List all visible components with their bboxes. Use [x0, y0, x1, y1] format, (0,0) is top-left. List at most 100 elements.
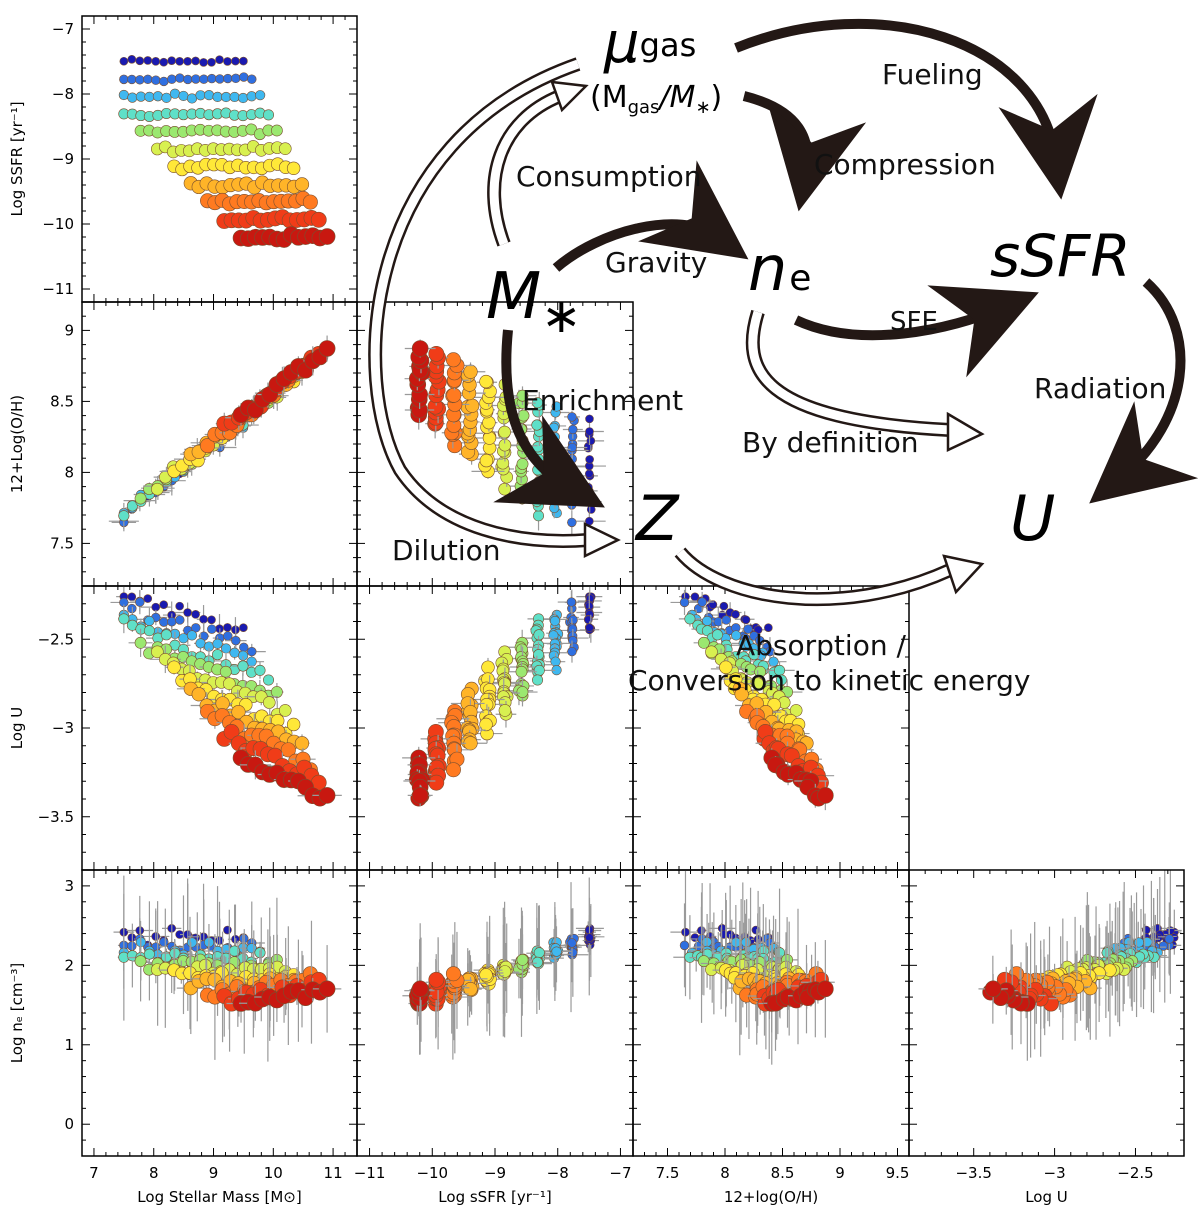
data-point [479, 374, 493, 389]
data-point [1133, 937, 1145, 948]
data-point [549, 615, 561, 627]
label-gravity: Gravity [605, 246, 707, 279]
data-point [584, 469, 594, 479]
data-point [175, 57, 184, 66]
data-point [239, 72, 249, 82]
data-point [169, 88, 181, 99]
node-metallicity: Z [634, 482, 680, 555]
data-point [200, 438, 216, 454]
data-point [151, 482, 164, 496]
data-point [255, 90, 266, 101]
data-point [175, 615, 185, 625]
data-point [178, 90, 189, 102]
data-point [134, 955, 147, 968]
data-point [731, 630, 742, 641]
data-point [186, 630, 198, 641]
data-point [764, 623, 773, 632]
data-point [207, 624, 217, 634]
data-point [126, 500, 138, 512]
data-point [151, 645, 164, 659]
data-point [160, 629, 172, 641]
data-point [219, 665, 232, 678]
data-point [731, 610, 740, 619]
y-tick-label: −9 [52, 150, 74, 168]
data-point [318, 340, 336, 357]
data-point [482, 431, 497, 445]
data-point [516, 458, 529, 470]
data-point [789, 704, 803, 717]
arrow-consumption [487, 80, 589, 247]
arrow-by-definition [745, 309, 985, 452]
panel-mass-ne: 7 8 9 10 11 0 1 2 3 Log Stellar Mass [M⊙] Log nₑ [… [8, 869, 358, 1206]
x-tick-label: −3 [1044, 1164, 1066, 1182]
data-point [223, 925, 232, 935]
data-point [516, 953, 529, 966]
data-point [568, 424, 578, 435]
x-tick-label: 9.5 [886, 1164, 910, 1182]
data-point [195, 638, 206, 649]
data-point [294, 736, 310, 751]
arrow-radiation [1089, 278, 1199, 504]
data-point [549, 502, 560, 514]
x-tick-label: −2.5 [1117, 1164, 1153, 1182]
data-point [207, 73, 217, 84]
data-point [515, 665, 528, 678]
data-point [262, 696, 276, 709]
points-oh-u [670, 586, 835, 811]
x-tick-label: 8.5 [771, 1164, 795, 1182]
data-point [310, 211, 327, 228]
data-point [186, 93, 198, 104]
panel-frame [356, 869, 634, 1157]
data-point [212, 91, 223, 103]
data-point [679, 597, 690, 608]
data-point [516, 686, 529, 698]
data-point [585, 933, 594, 942]
x-axis-label: 12+log(O/H) [724, 1188, 818, 1206]
data-point [479, 453, 494, 468]
data-point [159, 76, 169, 87]
data-point [239, 623, 248, 632]
data-point [585, 623, 594, 632]
y-tick-label: −8 [52, 85, 74, 103]
arrow-dilution [368, 57, 621, 558]
data-point [178, 633, 189, 644]
data-point [167, 660, 181, 674]
data-point [203, 90, 215, 101]
panel-frame [908, 869, 1185, 1157]
data-point [428, 345, 445, 362]
y-tick-label: 8.5 [50, 392, 74, 410]
data-point [135, 597, 145, 607]
x-tick-label: −8 [547, 1164, 569, 1182]
label-dilution: Dilution [392, 534, 501, 567]
data-point [286, 717, 301, 732]
data-point [143, 56, 153, 65]
data-point [482, 415, 496, 430]
data-point [223, 623, 232, 632]
data-point [159, 600, 169, 609]
x-tick-label: −7 [609, 1164, 631, 1182]
data-point [212, 638, 223, 649]
data-point [567, 938, 577, 948]
panel-u-ne: −3.5 −3 −2.5 Log U [908, 869, 1185, 1206]
y-axis-label: Log nₑ [cm⁻³] [8, 963, 26, 1064]
data-point [143, 74, 153, 85]
y-tick-label: 1 [64, 1036, 74, 1054]
data-point [755, 635, 765, 646]
data-point [239, 642, 249, 653]
x-tick-label: 8 [149, 1164, 159, 1182]
y-tick-label: 0 [64, 1115, 74, 1133]
data-point [119, 74, 129, 85]
data-point [191, 610, 200, 619]
data-point [199, 58, 208, 67]
data-point [741, 615, 751, 625]
data-point [697, 636, 710, 649]
hollow-arrows [368, 57, 985, 607]
data-point [151, 57, 161, 66]
data-point [697, 597, 707, 607]
data-point [143, 948, 155, 960]
data-point [984, 980, 1002, 998]
data-point [195, 90, 206, 101]
arrow-absorption [674, 547, 985, 607]
data-point [302, 194, 318, 210]
